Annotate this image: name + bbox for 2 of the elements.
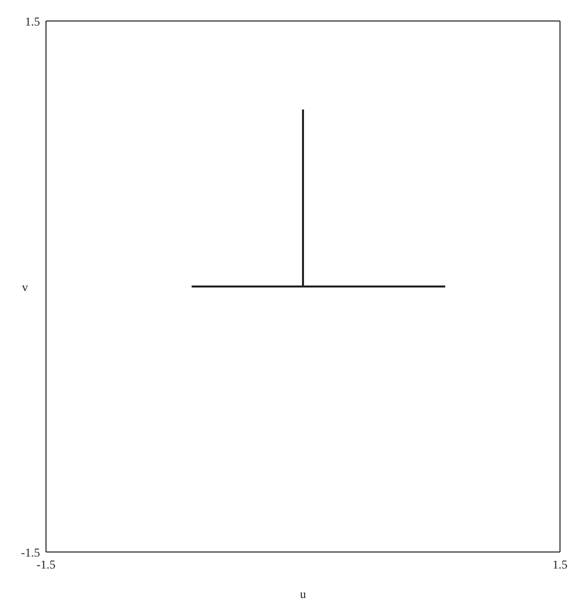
y-axis-title: v xyxy=(22,280,28,294)
x-axis-title: u xyxy=(300,587,306,601)
